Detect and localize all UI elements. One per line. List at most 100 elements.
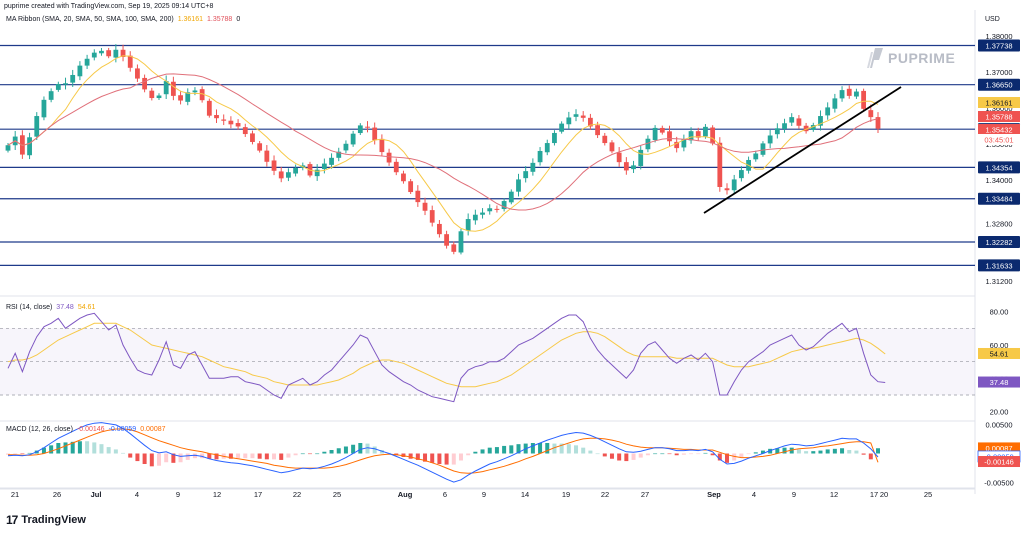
macd-histogram-bar [408,453,413,459]
main-legend-v1: 1.36161 [177,16,203,23]
rsi-value-tag-text: 37.48 [990,378,1009,387]
rsi-legend[interactable]: RSI (14, close) 37.48 54.61 [6,304,99,311]
level-price-text: 1.36650 [985,81,1012,90]
macd-histogram-bar [307,453,312,455]
candle-body [113,49,119,58]
candle-body [336,151,342,158]
candle-body [774,128,780,135]
macd-hist-value-tag-text: 0.00087 [985,444,1012,453]
candle-body [170,81,176,96]
candle-body [753,153,759,160]
macd-histogram-bar [415,453,420,460]
horizontal-levels [0,44,975,267]
candle-body [365,126,370,128]
macd-legend-v3: 0.00087 [140,426,166,433]
price-tick-label: 1.32800 [985,219,1012,228]
macd-histogram-bar [236,453,241,459]
candle-body [242,127,248,135]
macd-histogram-bar [315,453,320,455]
candle-body [350,133,356,145]
last-price-tag [978,124,1020,135]
candle-body [379,138,385,153]
macd-histogram-bar [437,453,442,464]
x-tick-label: 17 [254,490,262,499]
candle-body [767,135,773,144]
last-price-tag-text: 1.35432 [985,126,1012,135]
level-price-tag [978,78,1020,91]
candle-body [659,127,665,133]
macd-histogram-bar [300,453,305,455]
macd-histogram-bar [207,453,212,459]
x-tick-label: 14 [521,490,529,499]
macd-histogram-bar [6,453,10,455]
candle-body [566,117,572,125]
x-tick-label: 21 [11,490,19,499]
rsi-band [0,327,975,396]
watermark: PUPRIME [866,47,955,69]
macd-histogram-bar [768,448,773,454]
macd-histogram-bar [451,453,456,465]
macd-histogram-bar [430,453,435,463]
price-tick-label: 1.31200 [985,277,1012,286]
macd-histogram-bar [574,445,579,454]
candle-body [185,92,191,102]
x-tick-label: Jul [91,490,102,499]
rsi-tick-label: 80.00 [990,308,1009,317]
main-legend-v3: 0 [236,16,241,23]
macd-histogram-bar [674,453,679,456]
macd-histogram-bar [243,453,248,459]
candle-body [106,50,112,57]
main-legend[interactable]: MA Ribbon (SMA, 20, SMA, 50, SMA, 100, S… [6,16,244,23]
macd-histogram-bar [164,453,169,463]
rsi-lines [7,312,886,403]
x-tick-label: 26 [53,490,61,499]
macd-legend[interactable]: MACD (12, 26, close) -0.00146 -0.00059 0.00… [6,426,170,433]
macd-histogram-bar [264,453,269,460]
tradingview-brand[interactable]: 17 TradingView [6,513,86,527]
candle-body [796,118,802,126]
candle-body [84,58,90,66]
candle-body [645,138,651,150]
candle-body [652,127,658,141]
macd-histogram-bar [286,453,291,458]
macd-histogram-bar [200,453,205,459]
macd-histogram-bar [257,453,262,459]
candle-body [595,125,600,136]
candle-body [688,131,694,141]
macd-histogram-bar [840,448,845,454]
macd-histogram-bar [423,453,428,462]
macd-histogram-bar [832,448,837,454]
candle-body [135,68,140,79]
candle-body [278,171,284,179]
macd-histogram-bar [13,453,18,455]
macd-histogram-bar [92,442,97,454]
candle-body [846,88,852,96]
macd-histogram-bar [329,450,334,454]
candle-body [516,179,521,192]
macd-histogram-bar [142,453,147,464]
macd-histogram-bar [566,444,571,454]
macd-histogram-bar [279,453,284,460]
candle-body [99,50,104,54]
macd-histogram-bar [336,448,341,454]
macd-histogram-bar [609,453,614,459]
candle-body [810,125,816,130]
macd-histogram-bar [20,453,25,455]
macd-histogram-bar [192,453,197,459]
candle-body [818,116,823,126]
macd-histogram-bar [322,451,327,454]
macd-histogram-bar [113,449,118,454]
macd-histogram-bar [63,442,68,454]
candle-body [77,65,83,77]
macd-histogram-bar [552,443,557,454]
candle-body [444,234,449,246]
macd-histogram-bar [581,447,586,454]
macd-tick-label: 0.00500 [985,420,1012,429]
candle-body [408,181,414,193]
candle-body [487,208,493,212]
macd-histogram-bar [185,453,190,460]
x-tick-label: Aug [398,490,413,499]
candle-body [429,210,435,223]
macd-line [7,422,879,483]
